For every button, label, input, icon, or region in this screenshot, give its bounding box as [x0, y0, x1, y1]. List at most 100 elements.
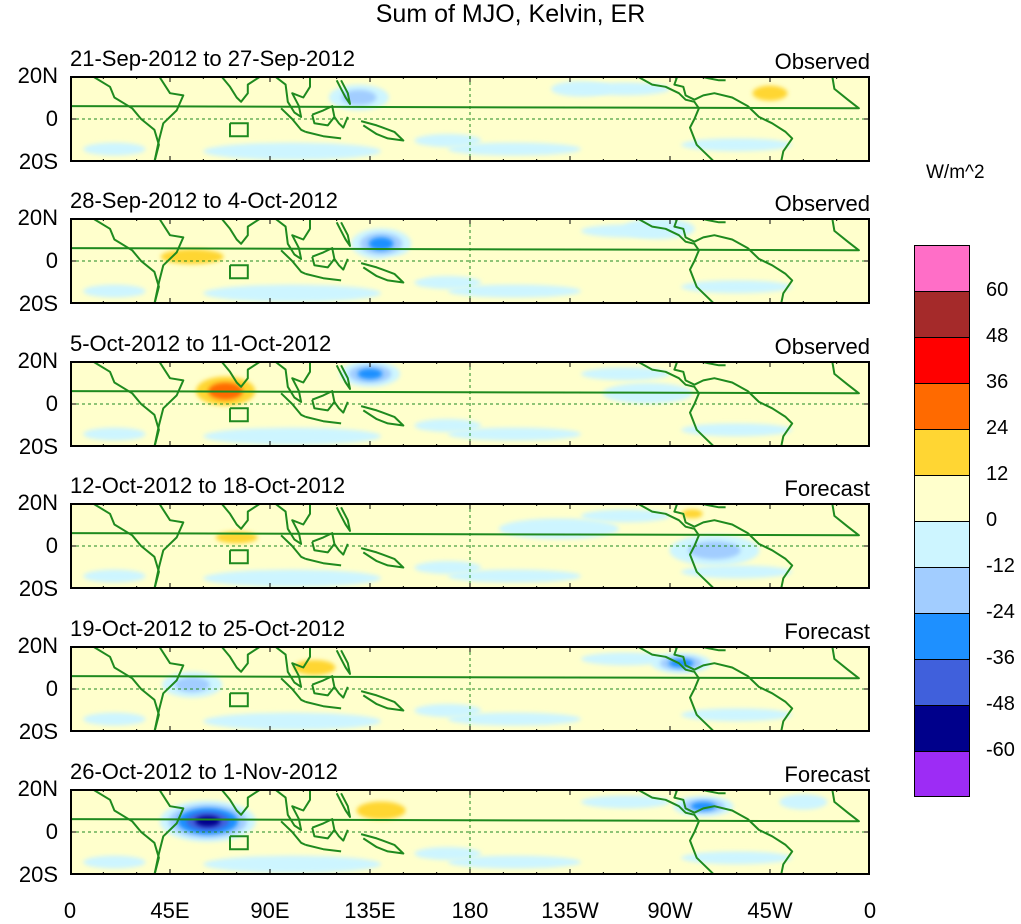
coastline	[70, 646, 160, 732]
colorbar-tick-label: -12	[986, 555, 1015, 577]
coastline	[360, 833, 405, 855]
anomaly-contour	[681, 509, 703, 519]
longitude-tick-label: 90E	[250, 898, 290, 923]
coastline	[273, 218, 311, 260]
reference-box	[229, 264, 249, 280]
colorbar-swatch	[914, 613, 970, 659]
coastline	[360, 262, 405, 284]
coastline	[335, 649, 351, 675]
reference-box	[229, 692, 249, 708]
anomaly-contour	[372, 661, 457, 683]
coastline	[652, 503, 794, 589]
coastline	[652, 789, 794, 875]
map-panel	[70, 361, 870, 447]
coastline	[280, 107, 307, 133]
panel-date-range: 28-Sep-2012 to 4-Oct-2012	[70, 188, 338, 213]
anomaly-weak	[414, 419, 482, 432]
anomaly-contour	[196, 93, 233, 115]
coastline	[681, 76, 726, 82]
coastline	[70, 503, 860, 537]
latitude-tick-label: 0	[45, 106, 58, 131]
anomaly-contour	[551, 81, 612, 97]
latitude-tick-label: 0	[45, 676, 58, 701]
colorbar-swatch	[914, 659, 970, 705]
anomaly-weak	[681, 851, 793, 865]
anomaly-contour	[146, 415, 194, 436]
anomaly-weak	[581, 652, 670, 666]
latitude-tick-label: 0	[45, 248, 58, 273]
map-plot	[70, 503, 870, 589]
coastline	[70, 789, 160, 875]
longitude-tick-label: 135E	[344, 898, 396, 923]
latitude-tick-label: 20N	[17, 348, 58, 373]
panel-status: Observed	[774, 49, 870, 74]
map-plot	[70, 361, 870, 447]
longitude-tick-label: 180	[451, 898, 489, 923]
anomaly-contour	[195, 815, 221, 827]
colorbar-swatch	[914, 567, 970, 613]
latitude-tick-label: 0	[45, 391, 58, 416]
coastline	[305, 843, 342, 853]
anomaly-contour	[293, 659, 336, 676]
colorbar	[914, 245, 970, 797]
panel-status: Observed	[774, 191, 870, 216]
panel-date-range: 26-Oct-2012 to 1-Nov-2012	[70, 759, 338, 784]
coastline	[273, 76, 311, 118]
coastline	[70, 76, 860, 110]
coastline	[70, 76, 160, 162]
longitude-tick-label: 0	[863, 898, 877, 923]
longitude-tick-label: 0	[63, 898, 77, 923]
anomaly-contour	[184, 503, 245, 525]
anomaly-weak	[581, 509, 670, 523]
coastline	[333, 686, 349, 699]
coastline	[360, 690, 405, 712]
coastline	[153, 789, 185, 875]
anomaly-weak	[83, 569, 146, 583]
coastline	[305, 130, 342, 140]
colorbar-swatch	[914, 429, 970, 475]
longitude-tick-label: 90W	[647, 898, 693, 923]
coastline	[220, 503, 262, 530]
map-plot	[70, 789, 870, 875]
panel-status: Forecast	[784, 476, 870, 501]
coastline	[70, 503, 160, 589]
coastline	[333, 258, 349, 271]
colorbar-unit: W/m^2	[926, 162, 985, 183]
map-panel	[70, 646, 870, 732]
colorbar-swatch	[914, 705, 970, 751]
anomaly-weak	[83, 712, 146, 726]
coastline	[70, 218, 860, 252]
anomaly-weak	[203, 284, 382, 302]
coastline	[335, 221, 351, 247]
panel-date-range: 12-Oct-2012 to 18-Oct-2012	[70, 473, 346, 498]
anomaly-weak	[681, 138, 793, 152]
latitude-tick-label: 20N	[17, 63, 58, 88]
anomaly-weak	[681, 708, 793, 722]
anomaly-weak	[681, 423, 793, 437]
anomaly-contour	[357, 368, 383, 380]
colorbar-swatch	[914, 291, 970, 337]
coastline	[335, 79, 351, 105]
anomaly-contour	[498, 518, 619, 540]
coastline	[70, 646, 860, 680]
map-plot	[70, 218, 870, 304]
reference-box	[229, 407, 249, 423]
coastline	[360, 120, 405, 142]
coastline	[273, 789, 311, 831]
coastline	[280, 820, 307, 846]
coastline	[70, 218, 160, 304]
anomaly-weak	[203, 712, 382, 730]
map-plot	[70, 76, 870, 162]
coastline	[153, 503, 185, 589]
coastline	[335, 364, 351, 390]
coastline	[333, 116, 349, 129]
coastline	[280, 392, 307, 418]
colorbar-swatch	[914, 521, 970, 567]
anomaly-weak	[414, 704, 482, 717]
colorbar-tick-label: 36	[986, 371, 1009, 393]
anomaly-weak	[203, 427, 382, 445]
latitude-tick-label: 20N	[17, 205, 58, 230]
coastline	[305, 557, 342, 567]
anomaly-weak	[681, 280, 793, 294]
colorbar-tick-label: 60	[986, 279, 1009, 301]
